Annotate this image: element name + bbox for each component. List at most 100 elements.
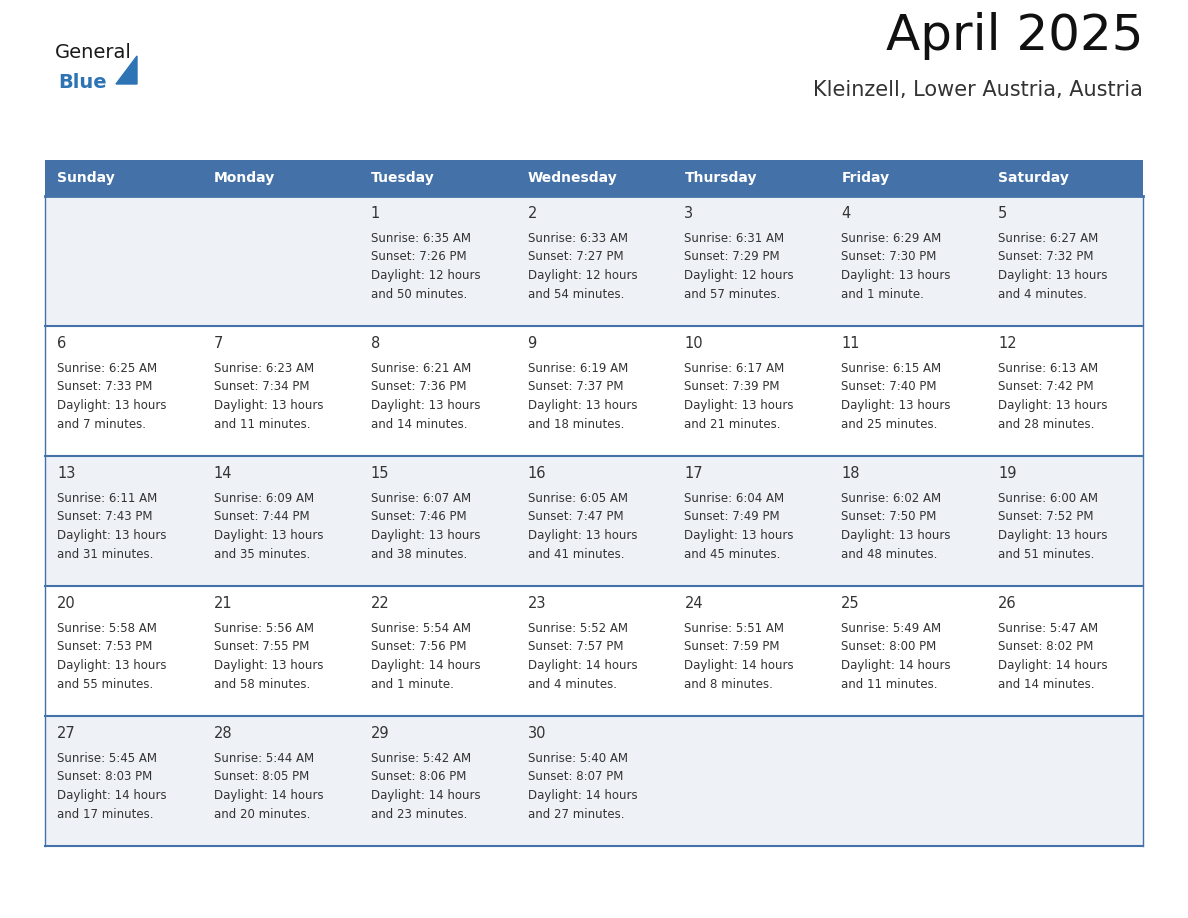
Text: 5: 5 xyxy=(998,206,1007,221)
Text: and 17 minutes.: and 17 minutes. xyxy=(57,808,153,821)
Text: Daylight: 12 hours: Daylight: 12 hours xyxy=(684,269,794,282)
Text: Daylight: 14 hours: Daylight: 14 hours xyxy=(841,659,950,672)
Text: and 50 minutes.: and 50 minutes. xyxy=(371,287,467,300)
Text: 16: 16 xyxy=(527,466,546,481)
Text: Daylight: 14 hours: Daylight: 14 hours xyxy=(998,659,1107,672)
Text: and 20 minutes.: and 20 minutes. xyxy=(214,808,310,821)
Text: 11: 11 xyxy=(841,336,860,351)
Text: Sunset: 7:39 PM: Sunset: 7:39 PM xyxy=(684,380,781,394)
Text: Sunrise: 5:52 AM: Sunrise: 5:52 AM xyxy=(527,622,627,635)
Text: Sunset: 7:34 PM: Sunset: 7:34 PM xyxy=(214,380,309,394)
Text: Sunrise: 6:11 AM: Sunrise: 6:11 AM xyxy=(57,492,157,505)
Text: Sunrise: 5:44 AM: Sunrise: 5:44 AM xyxy=(214,752,314,765)
Text: and 21 minutes.: and 21 minutes. xyxy=(684,418,781,431)
Bar xyxy=(359,456,516,586)
Bar xyxy=(986,326,1143,456)
Bar xyxy=(986,160,1143,196)
Bar xyxy=(202,586,359,716)
Text: and 54 minutes.: and 54 minutes. xyxy=(527,287,624,300)
Text: Sunrise: 6:23 AM: Sunrise: 6:23 AM xyxy=(214,362,314,375)
Text: Sunset: 7:37 PM: Sunset: 7:37 PM xyxy=(527,380,623,394)
Text: Daylight: 13 hours: Daylight: 13 hours xyxy=(684,529,794,542)
Bar xyxy=(202,326,359,456)
Text: Sunrise: 5:56 AM: Sunrise: 5:56 AM xyxy=(214,622,314,635)
Text: and 45 minutes.: and 45 minutes. xyxy=(684,547,781,561)
Text: Sunset: 8:00 PM: Sunset: 8:00 PM xyxy=(841,641,936,654)
Text: Daylight: 14 hours: Daylight: 14 hours xyxy=(57,789,166,802)
Text: Daylight: 13 hours: Daylight: 13 hours xyxy=(214,399,323,412)
Bar xyxy=(45,716,202,846)
Text: and 27 minutes.: and 27 minutes. xyxy=(527,808,624,821)
Bar xyxy=(516,196,672,326)
Text: Sunset: 7:30 PM: Sunset: 7:30 PM xyxy=(841,251,936,263)
Text: Sunday: Sunday xyxy=(57,171,115,185)
Polygon shape xyxy=(116,56,137,84)
Text: Sunset: 8:06 PM: Sunset: 8:06 PM xyxy=(371,770,466,783)
Bar xyxy=(516,326,672,456)
Bar xyxy=(672,586,829,716)
Text: Wednesday: Wednesday xyxy=(527,171,618,185)
Text: and 28 minutes.: and 28 minutes. xyxy=(998,418,1094,431)
Text: Sunrise: 6:04 AM: Sunrise: 6:04 AM xyxy=(684,492,784,505)
Text: 10: 10 xyxy=(684,336,703,351)
Text: Sunset: 8:03 PM: Sunset: 8:03 PM xyxy=(57,770,152,783)
Bar xyxy=(202,456,359,586)
Text: 23: 23 xyxy=(527,596,546,611)
Text: Sunrise: 6:21 AM: Sunrise: 6:21 AM xyxy=(371,362,470,375)
Text: Daylight: 13 hours: Daylight: 13 hours xyxy=(841,399,950,412)
Bar xyxy=(45,456,202,586)
Bar xyxy=(516,160,672,196)
Text: 30: 30 xyxy=(527,726,546,741)
Text: and 18 minutes.: and 18 minutes. xyxy=(527,418,624,431)
Text: Sunset: 7:53 PM: Sunset: 7:53 PM xyxy=(57,641,152,654)
Text: 4: 4 xyxy=(841,206,851,221)
Text: 13: 13 xyxy=(57,466,75,481)
Text: and 8 minutes.: and 8 minutes. xyxy=(684,677,773,690)
Text: Daylight: 13 hours: Daylight: 13 hours xyxy=(527,399,637,412)
Text: Sunrise: 6:27 AM: Sunrise: 6:27 AM xyxy=(998,232,1099,245)
Text: Daylight: 14 hours: Daylight: 14 hours xyxy=(371,659,480,672)
Text: and 4 minutes.: and 4 minutes. xyxy=(527,677,617,690)
Text: and 14 minutes.: and 14 minutes. xyxy=(998,677,1094,690)
Text: General: General xyxy=(55,43,132,62)
Text: and 51 minutes.: and 51 minutes. xyxy=(998,547,1094,561)
Text: Sunrise: 6:35 AM: Sunrise: 6:35 AM xyxy=(371,232,470,245)
Text: Daylight: 14 hours: Daylight: 14 hours xyxy=(527,789,637,802)
Text: and 7 minutes.: and 7 minutes. xyxy=(57,418,146,431)
Text: and 41 minutes.: and 41 minutes. xyxy=(527,547,624,561)
Text: Daylight: 12 hours: Daylight: 12 hours xyxy=(527,269,637,282)
Text: Sunset: 7:59 PM: Sunset: 7:59 PM xyxy=(684,641,781,654)
Text: and 14 minutes.: and 14 minutes. xyxy=(371,418,467,431)
Bar xyxy=(516,456,672,586)
Bar xyxy=(359,586,516,716)
Text: 18: 18 xyxy=(841,466,860,481)
Bar xyxy=(986,586,1143,716)
Text: and 38 minutes.: and 38 minutes. xyxy=(371,547,467,561)
Text: Sunrise: 6:00 AM: Sunrise: 6:00 AM xyxy=(998,492,1098,505)
Bar xyxy=(672,196,829,326)
Text: 6: 6 xyxy=(57,336,67,351)
Text: Kleinzell, Lower Austria, Austria: Kleinzell, Lower Austria, Austria xyxy=(813,80,1143,100)
Text: Sunset: 7:43 PM: Sunset: 7:43 PM xyxy=(57,510,152,523)
Text: 14: 14 xyxy=(214,466,233,481)
Text: 12: 12 xyxy=(998,336,1017,351)
Text: Sunset: 7:49 PM: Sunset: 7:49 PM xyxy=(684,510,781,523)
Text: 22: 22 xyxy=(371,596,390,611)
Bar xyxy=(672,326,829,456)
Text: Daylight: 13 hours: Daylight: 13 hours xyxy=(371,529,480,542)
Bar xyxy=(359,196,516,326)
Text: 20: 20 xyxy=(57,596,76,611)
Text: Sunset: 7:42 PM: Sunset: 7:42 PM xyxy=(998,380,1094,394)
Text: Daylight: 14 hours: Daylight: 14 hours xyxy=(527,659,637,672)
Bar xyxy=(986,716,1143,846)
Text: Sunset: 7:33 PM: Sunset: 7:33 PM xyxy=(57,380,152,394)
Text: Daylight: 13 hours: Daylight: 13 hours xyxy=(998,399,1107,412)
Text: 19: 19 xyxy=(998,466,1017,481)
Text: Daylight: 13 hours: Daylight: 13 hours xyxy=(371,399,480,412)
Text: Sunset: 7:57 PM: Sunset: 7:57 PM xyxy=(527,641,623,654)
Text: Blue: Blue xyxy=(58,73,107,92)
Text: Sunset: 7:29 PM: Sunset: 7:29 PM xyxy=(684,251,781,263)
Bar xyxy=(986,196,1143,326)
Bar xyxy=(672,716,829,846)
Text: Monday: Monday xyxy=(214,171,276,185)
